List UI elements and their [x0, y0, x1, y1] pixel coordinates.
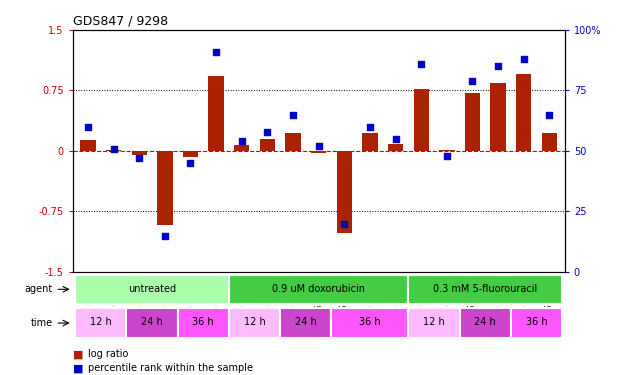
Point [365, 124, 375, 130]
Bar [280, 308, 331, 338]
Bar [465, 93, 480, 151]
Point [339, 220, 350, 226]
Bar [408, 274, 562, 304]
Bar [106, 150, 121, 151]
Bar [234, 145, 249, 151]
Text: GDS847 / 9298: GDS847 / 9298 [73, 15, 168, 27]
Bar [516, 74, 531, 151]
Bar [511, 308, 562, 338]
Text: 36 h: 36 h [359, 317, 380, 327]
Text: 24 h: 24 h [295, 317, 317, 327]
Point [314, 143, 324, 149]
Text: ■: ■ [73, 350, 83, 359]
Bar [439, 150, 454, 151]
Text: time: time [31, 318, 53, 328]
Bar [260, 139, 275, 151]
Point [211, 49, 221, 55]
Text: agent: agent [25, 284, 53, 294]
Point [83, 124, 93, 130]
Bar [157, 151, 172, 225]
Point [442, 153, 452, 159]
Bar [490, 83, 506, 151]
Bar [178, 308, 229, 338]
Bar [131, 151, 147, 155]
Bar [408, 308, 459, 338]
Bar [388, 144, 403, 151]
Bar [75, 274, 229, 304]
Bar [459, 308, 511, 338]
Point [493, 63, 503, 69]
Bar [229, 274, 408, 304]
Bar [362, 133, 377, 151]
Bar [183, 151, 198, 157]
Point [545, 112, 555, 118]
Text: 36 h: 36 h [192, 317, 214, 327]
Bar [126, 308, 178, 338]
Point [288, 112, 298, 118]
Bar [80, 141, 96, 151]
Bar [541, 133, 557, 151]
Point [468, 78, 478, 84]
Text: 12 h: 12 h [423, 317, 445, 327]
Text: 24 h: 24 h [141, 317, 163, 327]
Bar [413, 89, 429, 151]
Text: 12 h: 12 h [90, 317, 112, 327]
Bar [208, 76, 224, 151]
Text: 24 h: 24 h [475, 317, 496, 327]
Bar [229, 308, 280, 338]
Text: percentile rank within the sample: percentile rank within the sample [88, 363, 253, 373]
Text: ■: ■ [73, 363, 83, 373]
Point [160, 232, 170, 238]
Bar [331, 308, 408, 338]
Point [134, 155, 144, 161]
Text: log ratio: log ratio [88, 350, 129, 359]
Point [109, 146, 119, 152]
Point [391, 136, 401, 142]
Bar [336, 151, 352, 233]
Bar [311, 151, 326, 153]
Text: 36 h: 36 h [526, 317, 547, 327]
Text: untreated: untreated [128, 284, 176, 294]
Text: 0.9 uM doxorubicin: 0.9 uM doxorubicin [272, 284, 365, 294]
Point [416, 61, 427, 67]
Point [519, 56, 529, 62]
Point [237, 138, 247, 144]
Text: 0.3 mM 5-fluorouracil: 0.3 mM 5-fluorouracil [433, 284, 538, 294]
Bar [75, 308, 126, 338]
Text: 12 h: 12 h [244, 317, 266, 327]
Point [262, 129, 273, 135]
Bar [285, 133, 301, 151]
Point [186, 160, 196, 166]
